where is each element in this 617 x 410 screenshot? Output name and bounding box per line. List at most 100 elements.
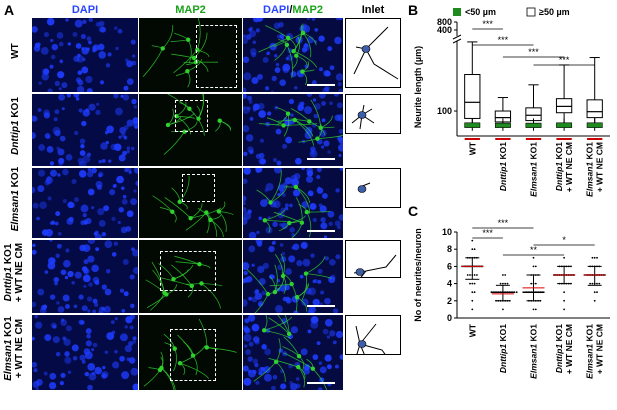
row-label-line2: + WT NE CM bbox=[14, 318, 25, 379]
merge-image bbox=[243, 18, 343, 92]
legend-swatch-short bbox=[453, 8, 461, 16]
image-texture bbox=[143, 318, 237, 390]
significance-label: ** bbox=[530, 245, 538, 255]
box-short bbox=[556, 122, 573, 128]
dapi-image bbox=[32, 240, 138, 313]
image-texture bbox=[32, 18, 137, 92]
box-short bbox=[494, 122, 511, 128]
scale-bar bbox=[307, 382, 335, 384]
row-label-line1: Dnttip1 KO1 bbox=[10, 90, 21, 162]
significance-label: *** bbox=[498, 35, 509, 45]
data-point bbox=[499, 282, 502, 285]
legend-long-label: ≥50 µm bbox=[539, 7, 570, 17]
legend-short-label: <50 µm bbox=[465, 7, 496, 17]
data-point bbox=[471, 239, 474, 242]
y-axis-label: Neurite length (µm) bbox=[413, 46, 423, 128]
data-point bbox=[563, 256, 565, 259]
b-category-0: WT bbox=[467, 141, 477, 155]
data-point bbox=[504, 274, 507, 276]
data-point bbox=[596, 282, 598, 285]
data-point bbox=[563, 291, 565, 294]
data-point bbox=[471, 308, 474, 311]
category-gene: Dnttip1 bbox=[554, 344, 564, 374]
data-point bbox=[563, 308, 565, 311]
data-point bbox=[469, 282, 471, 285]
category-label: Dnttip1 KO1 bbox=[554, 142, 564, 191]
category-text: WT bbox=[467, 141, 477, 155]
data-point bbox=[593, 291, 596, 294]
ko-suffix: KO1 bbox=[10, 166, 21, 191]
category-gene: Dnttip1 bbox=[498, 162, 508, 192]
row-label-line2: + WT NE CM bbox=[14, 242, 25, 303]
category-label: Elmsan1 KO1 bbox=[529, 324, 539, 379]
row-label-3: Dnttip1 KO1 + WT NE CM bbox=[3, 236, 25, 309]
y-axis-label: No of neurites/neuron bbox=[413, 228, 423, 322]
map2-image bbox=[139, 240, 242, 313]
data-point bbox=[502, 274, 504, 276]
data-point bbox=[593, 256, 596, 259]
category-gene: Dnttip1 bbox=[554, 162, 564, 192]
significance-label: * bbox=[562, 235, 566, 245]
dapi-image bbox=[32, 18, 138, 92]
y-tick-label: 6 bbox=[447, 261, 452, 271]
significance-label: *** bbox=[498, 218, 509, 228]
image-texture bbox=[243, 168, 343, 238]
image-texture bbox=[152, 175, 234, 238]
data-point bbox=[534, 265, 537, 268]
data-point bbox=[471, 299, 474, 302]
data-point bbox=[598, 282, 601, 285]
category-label: Dnttip1 KO1 bbox=[498, 324, 508, 373]
panel-c-label: C bbox=[408, 203, 419, 219]
col-head-dapi: DAPI bbox=[71, 4, 99, 16]
y-tick-label: 10 bbox=[442, 227, 452, 237]
y-tick-label: 800 bbox=[437, 17, 452, 27]
map2-image bbox=[139, 168, 242, 238]
data-point bbox=[473, 274, 476, 276]
box-long bbox=[586, 99, 603, 119]
image-texture bbox=[32, 315, 138, 390]
y-tick-label: 4 bbox=[447, 279, 452, 289]
y-tick-label: 2 bbox=[447, 296, 452, 306]
category-label: Dnttip1 KO1 bbox=[498, 142, 508, 191]
neurites-per-neuron-scatter: 0 2 4 6 8 10 No of neurites/neuron WT Dnttip1 KO… bbox=[413, 218, 610, 379]
image-texture bbox=[243, 240, 341, 313]
inlet-drawing bbox=[345, 94, 401, 134]
legend-swatch-long bbox=[526, 7, 536, 17]
category-gene: Elmsan1 bbox=[529, 344, 539, 379]
category-text: KO1 bbox=[585, 324, 595, 344]
category-text: KO1 bbox=[554, 324, 564, 344]
data-point bbox=[466, 274, 469, 276]
row-label-line1: WT bbox=[10, 43, 21, 59]
row-label-line1: Elmsan1 KO1 bbox=[3, 311, 14, 386]
data-point bbox=[534, 308, 537, 311]
scale-bar bbox=[307, 158, 335, 160]
category-text: KO1 bbox=[529, 142, 539, 162]
c-category-2: Elmsan1 KO1 bbox=[529, 324, 539, 379]
gene-name: Elmsan1 bbox=[10, 190, 21, 232]
box-short bbox=[586, 122, 603, 128]
category-label-line2: + WT NE CM bbox=[564, 142, 574, 192]
category-text: KO1 bbox=[554, 142, 564, 162]
data-point bbox=[476, 274, 478, 276]
ko-suffix: KO1 bbox=[10, 97, 21, 121]
scale-bar bbox=[307, 305, 335, 307]
category-text: WT bbox=[467, 323, 477, 337]
data-point bbox=[469, 274, 471, 276]
merge-image bbox=[243, 240, 343, 313]
data-point bbox=[473, 291, 476, 294]
image-texture bbox=[32, 94, 138, 166]
data-point bbox=[502, 308, 504, 311]
b-category-4: Elmsan1 KO1 + WT NE CM bbox=[585, 142, 605, 197]
merge-image bbox=[243, 168, 343, 238]
category-gene: Elmsan1 bbox=[529, 162, 539, 197]
panel-a-label: A bbox=[4, 2, 15, 18]
box-short bbox=[464, 122, 481, 128]
data-point bbox=[532, 308, 535, 311]
box-short bbox=[525, 122, 542, 128]
b-category-3: Dnttip1 KO1 + WT NE CM bbox=[554, 142, 574, 193]
row-label-line1: Dnttip1 KO1 bbox=[3, 236, 14, 309]
merge-slash: / bbox=[289, 4, 293, 16]
image-texture bbox=[243, 315, 343, 390]
c-category-1: Dnttip1 KO1 bbox=[498, 324, 508, 373]
data-point bbox=[532, 256, 535, 259]
